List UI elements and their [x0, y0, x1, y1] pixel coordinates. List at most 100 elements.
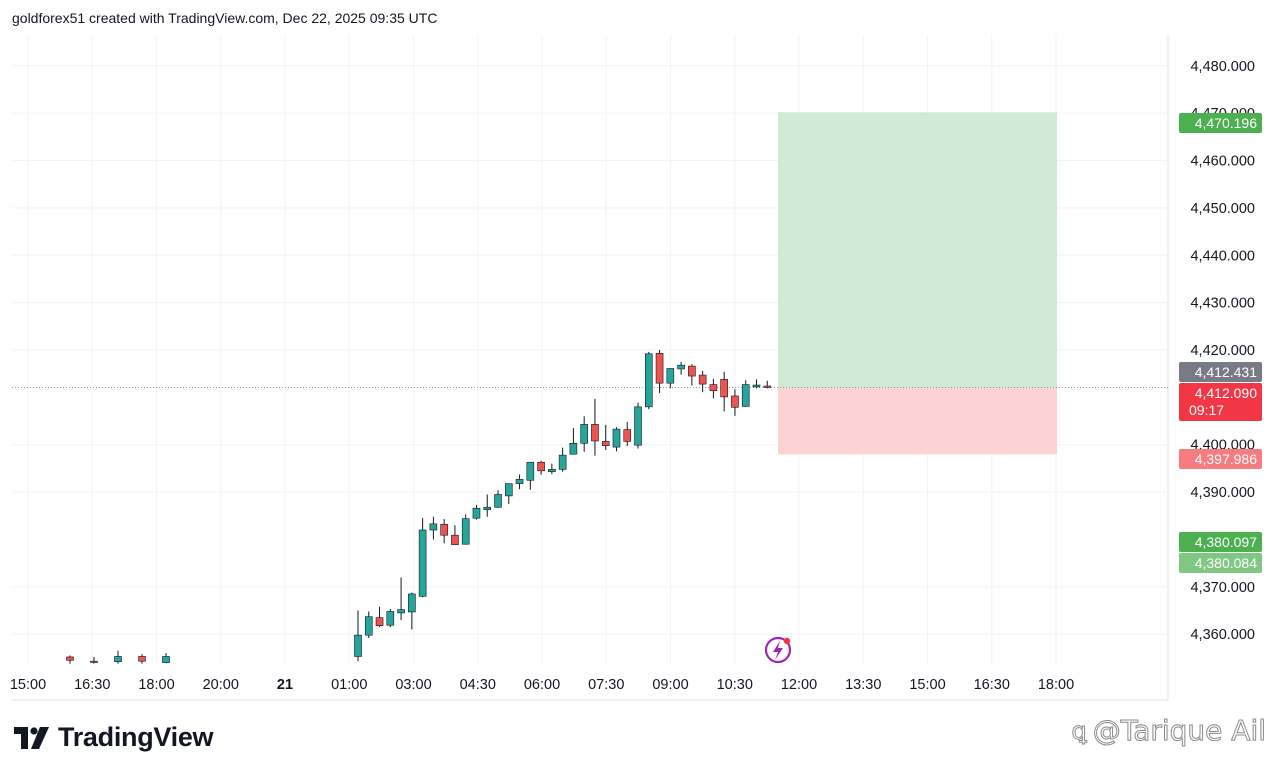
x-tick-label: 12:00: [781, 677, 817, 693]
price-label-bg: [1179, 553, 1262, 573]
candle-body: [397, 609, 405, 614]
y-tick-label: 4,360.000: [1190, 627, 1255, 643]
y-tick-label: 4,390.000: [1190, 485, 1255, 501]
candle: [472, 504, 481, 520]
x-axis[interactable]: 15:00 16:30 18:00 20:00 21 01:00 03:00 04:30 06:…: [10, 677, 1074, 693]
candle-body: [698, 374, 707, 385]
candle-body: [666, 368, 675, 384]
y-tick-label: 4,460.000: [1190, 154, 1255, 170]
candle-body: [472, 507, 481, 519]
candle: [752, 379, 761, 389]
tradingview-logo: TradingView: [14, 722, 214, 753]
x-tick-label: 15:00: [909, 677, 945, 693]
candle: [591, 398, 599, 456]
position-zones[interactable]: [778, 112, 1057, 455]
candle: [138, 654, 146, 664]
price-label-text: 4,412.090: [1195, 385, 1257, 401]
candle-body: [677, 364, 685, 370]
candle: [429, 516, 438, 540]
candle-body: [569, 443, 578, 455]
x-tick-label: 16:30: [974, 677, 1010, 693]
candle-body: [66, 656, 74, 661]
price-label-text: 4,380.097: [1195, 534, 1257, 550]
candle: [666, 368, 675, 389]
candle: [483, 494, 492, 517]
price-label-text: 4,397.986: [1195, 451, 1257, 467]
candle-body: [601, 441, 610, 446]
x-tick-label: 07:30: [588, 677, 624, 693]
candle-body: [494, 494, 502, 508]
candle-body: [537, 461, 545, 472]
candle: [364, 611, 373, 638]
candle: [397, 577, 405, 620]
tradingview-logo-icon: [14, 726, 49, 749]
candle: [709, 378, 718, 399]
candle: [731, 389, 739, 416]
x-tick-label: 21: [277, 677, 293, 693]
candle-body: [461, 518, 470, 545]
countdown-label: 09:17: [1189, 402, 1224, 418]
candle-body: [364, 616, 373, 636]
candle-body: [138, 656, 146, 662]
y-tick-label: 4,440.000: [1190, 248, 1255, 264]
candle: [569, 428, 578, 455]
price-label-text: 4,470.196: [1195, 115, 1257, 131]
candle-body: [418, 529, 427, 597]
candle: [612, 427, 621, 452]
candle-body: [644, 353, 653, 408]
candle-body: [515, 479, 524, 484]
y-axis[interactable]: 4,480.0004,470.0004,460.0004,450.0004,44…: [1190, 59, 1255, 643]
x-tick-label: 10:30: [717, 677, 753, 693]
x-tick-label: 09:00: [652, 677, 688, 693]
candle-body: [720, 379, 728, 398]
candle: [90, 656, 98, 664]
y-tick-label: 4,450.000: [1190, 201, 1255, 217]
candle-body: [688, 365, 696, 377]
x-tick-label: 03:00: [395, 677, 431, 693]
candle: [548, 463, 556, 475]
x-tick-label: 18:00: [138, 677, 174, 693]
candle-body: [526, 461, 535, 481]
x-tick-label: 06:00: [524, 677, 560, 693]
chart-header: goldforex51 created with TradingView.com…: [12, 10, 438, 26]
y-tick-label: 4,430.000: [1190, 296, 1255, 312]
tradingview-logo-text: TradingView: [58, 722, 214, 752]
candle: [634, 402, 642, 449]
candle: [162, 653, 170, 664]
candle: [644, 351, 653, 410]
candle-body: [386, 611, 395, 626]
candle-body: [451, 534, 459, 545]
candle-body: [354, 634, 362, 657]
lightning-event-icon[interactable]: [764, 636, 792, 664]
candle: [354, 610, 362, 662]
price-label-last: 4,412.431: [1179, 362, 1262, 382]
candle: [494, 490, 502, 508]
candle: [526, 461, 535, 490]
candle: [698, 370, 707, 393]
candle-body: [440, 524, 448, 536]
loss-zone[interactable]: [778, 387, 1057, 455]
candle-body: [162, 656, 170, 663]
price-label-light-green: 4,380.084: [1179, 553, 1262, 573]
profit-zone[interactable]: [778, 112, 1057, 388]
candle-body: [763, 385, 772, 388]
price-label-bg: [1179, 532, 1262, 552]
x-tick-label: 13:30: [845, 677, 881, 693]
watermark-text: @Tarique Ail: [1092, 714, 1266, 748]
x-tick-label: 18:00: [1038, 677, 1074, 693]
candles-layer: [66, 350, 772, 664]
candle: [537, 460, 545, 475]
candle-body: [612, 428, 621, 448]
candle-body: [558, 454, 567, 470]
price-label-text: 4,412.431: [1195, 364, 1257, 380]
candle-body: [580, 424, 588, 444]
watermark-icon: ꝗ: [1071, 716, 1087, 745]
price-label-text: 4,380.084: [1195, 555, 1257, 571]
candle: [114, 650, 122, 664]
candle: [375, 606, 384, 628]
candle: [655, 350, 664, 394]
candle-body: [90, 660, 98, 663]
watermark: ꝗ @Tarique Ail: [1071, 714, 1267, 748]
